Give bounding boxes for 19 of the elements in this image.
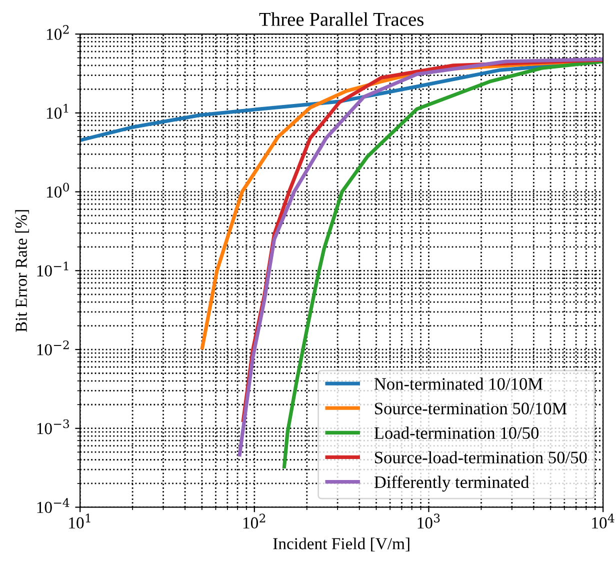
y-tick-label: 10$^{−4}$ — [37, 498, 70, 514]
x-axis-title: Incident Field [V/m] — [273, 538, 410, 552]
y-tick-label: 10$^{1}$ — [46, 104, 68, 119]
y-tick-label: 10$^{−3}$ — [37, 419, 70, 434]
y-axis-title: Bit Error Rate [%] — [15, 210, 29, 332]
y-tick-label: 10$^{−2}$ — [37, 340, 69, 356]
legend-label: Non-terminated 10/10M — [374, 378, 543, 390]
x-tick-label: 10$^{3}$ — [418, 514, 440, 529]
chart-title: Three Parallel Traces — [259, 12, 424, 26]
y-tick-label: 10$^{0}$ — [46, 182, 69, 198]
legend-label: Source-termination 50/10M — [375, 402, 567, 414]
x-tick-label: 10$^{2}$ — [243, 514, 266, 529]
legend-label: Differently terminated — [374, 476, 530, 492]
legend-label: Source-load-termination 50/50 — [375, 451, 587, 464]
x-tick-label: 10$^{4}$ — [592, 514, 614, 529]
y-tick-label: 10$^{−1}$ — [37, 262, 68, 276]
legend-label: Load-termination 10/50 — [374, 426, 539, 439]
y-tick-label: 10$^{2}$ — [46, 25, 69, 40]
x-tick-label: 10$^{1}$ — [69, 514, 90, 529]
